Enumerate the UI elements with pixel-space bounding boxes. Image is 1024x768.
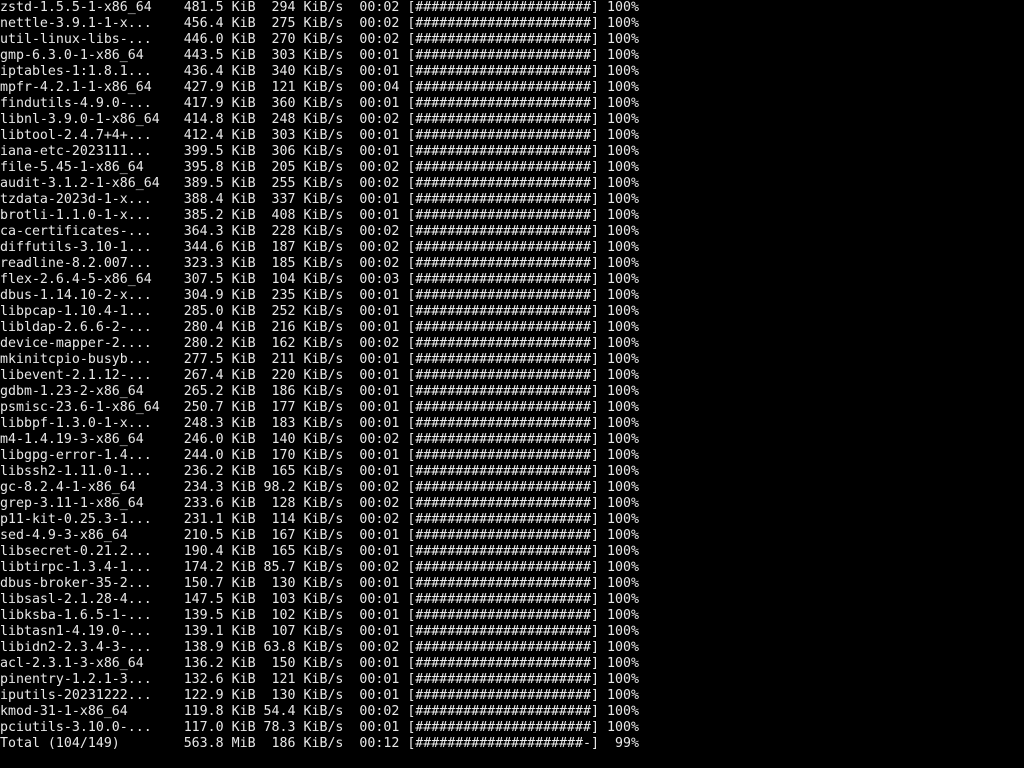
download-row: mkinitcpio-busyb... 277.5 KiB 211 KiB/s … — [0, 352, 639, 367]
download-row: pciutils-3.10.0-... 117.0 KiB 78.3 KiB/s… — [0, 720, 639, 735]
download-row: file-5.45-1-x86_64 395.8 KiB 205 KiB/s 0… — [0, 160, 639, 175]
download-row: gc-8.2.4-1-x86_64 234.3 KiB 98.2 KiB/s 0… — [0, 480, 639, 495]
total-row: Total (104/149) 563.8 MiB 186 KiB/s 00:1… — [0, 736, 639, 751]
download-row: gdbm-1.23-2-x86_64 265.2 KiB 186 KiB/s 0… — [0, 384, 639, 399]
download-row: libevent-2.1.12-... 267.4 KiB 220 KiB/s … — [0, 368, 639, 383]
download-row: libtirpc-1.3.4-1... 174.2 KiB 85.7 KiB/s… — [0, 560, 639, 575]
download-row: util-linux-libs-... 446.0 KiB 270 KiB/s … — [0, 32, 639, 47]
download-row: flex-2.6.4-5-x86_64 307.5 KiB 104 KiB/s … — [0, 272, 639, 287]
download-row: sed-4.9-3-x86_64 210.5 KiB 167 KiB/s 00:… — [0, 528, 639, 543]
download-row: libtasn1-4.19.0-... 139.1 KiB 107 KiB/s … — [0, 624, 639, 639]
download-row: gmp-6.3.0-1-x86_64 443.5 KiB 303 KiB/s 0… — [0, 48, 639, 63]
download-row: libbpf-1.3.0-1-x... 248.3 KiB 183 KiB/s … — [0, 416, 639, 431]
download-row: m4-1.4.19-3-x86_64 246.0 KiB 140 KiB/s 0… — [0, 432, 639, 447]
download-row: libidn2-2.3.4-3-... 138.9 KiB 63.8 KiB/s… — [0, 640, 639, 655]
download-row: dbus-1.14.10-2-x... 304.9 KiB 235 KiB/s … — [0, 288, 639, 303]
download-row: libpcap-1.10.4-1... 285.0 KiB 252 KiB/s … — [0, 304, 639, 319]
download-row: pinentry-1.2.1-3... 132.6 KiB 121 KiB/s … — [0, 672, 639, 687]
download-row: findutils-4.9.0-... 417.9 KiB 360 KiB/s … — [0, 96, 639, 111]
download-row: audit-3.1.2-1-x86_64 389.5 KiB 255 KiB/s… — [0, 176, 639, 191]
download-row: tzdata-2023d-1-x... 388.4 KiB 337 KiB/s … — [0, 192, 639, 207]
download-row: brotli-1.1.0-1-x... 385.2 KiB 408 KiB/s … — [0, 208, 639, 223]
download-row: kmod-31-1-x86_64 119.8 KiB 54.4 KiB/s 00… — [0, 704, 639, 719]
download-row: libssh2-1.11.0-1... 236.2 KiB 165 KiB/s … — [0, 464, 639, 479]
download-row: iptables-1:1.8.1... 436.4 KiB 340 KiB/s … — [0, 64, 639, 79]
download-row: readline-8.2.007... 323.3 KiB 185 KiB/s … — [0, 256, 639, 271]
download-row: iputils-20231222... 122.9 KiB 130 KiB/s … — [0, 688, 639, 703]
download-row: libksba-1.6.5-1-... 139.5 KiB 102 KiB/s … — [0, 608, 639, 623]
download-row: libtool-2.4.7+4+... 412.4 KiB 303 KiB/s … — [0, 128, 639, 143]
download-row: acl-2.3.1-3-x86_64 136.2 KiB 150 KiB/s 0… — [0, 656, 639, 671]
download-row: dbus-broker-35-2... 150.7 KiB 130 KiB/s … — [0, 576, 639, 591]
download-row: p11-kit-0.25.3-1... 231.1 KiB 114 KiB/s … — [0, 512, 639, 527]
download-row: zstd-1.5.5-1-x86_64 481.5 KiB 294 KiB/s … — [0, 0, 639, 15]
download-row: diffutils-3.10-1... 344.6 KiB 187 KiB/s … — [0, 240, 639, 255]
download-row: psmisc-23.6-1-x86_64 250.7 KiB 177 KiB/s… — [0, 400, 639, 415]
download-row: iana-etc-2023111... 399.5 KiB 306 KiB/s … — [0, 144, 639, 159]
download-row: grep-3.11-1-x86_64 233.6 KiB 128 KiB/s 0… — [0, 496, 639, 511]
download-row: libsasl-2.1.28-4... 147.5 KiB 103 KiB/s … — [0, 592, 639, 607]
terminal-output: zstd-1.5.5-1-x86_64 481.5 KiB 294 KiB/s … — [0, 0, 639, 751]
download-row: ca-certificates-... 364.3 KiB 228 KiB/s … — [0, 224, 639, 239]
download-row: libnl-3.9.0-1-x86_64 414.8 KiB 248 KiB/s… — [0, 112, 639, 127]
download-row: device-mapper-2.... 280.2 KiB 162 KiB/s … — [0, 336, 639, 351]
download-row: nettle-3.9.1-1-x... 456.4 KiB 275 KiB/s … — [0, 16, 639, 31]
download-row: libgpg-error-1.4... 244.0 KiB 170 KiB/s … — [0, 448, 639, 463]
download-row: mpfr-4.2.1-1-x86_64 427.9 KiB 121 KiB/s … — [0, 80, 639, 95]
download-row: libsecret-0.21.2... 190.4 KiB 165 KiB/s … — [0, 544, 639, 559]
download-row: libldap-2.6.6-2-... 280.4 KiB 216 KiB/s … — [0, 320, 639, 335]
